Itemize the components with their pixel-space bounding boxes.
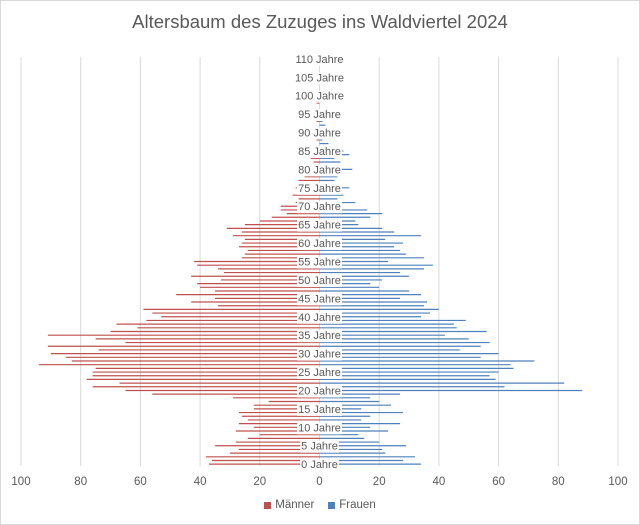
legend-swatch-frauen	[328, 501, 336, 509]
x-tick-label: 20	[373, 476, 386, 488]
legend-swatch-maenner	[264, 501, 272, 509]
category-label-bg	[297, 330, 342, 343]
x-tick-label: 40	[194, 476, 207, 488]
x-tick-label: 80	[552, 476, 565, 488]
legend-label-frauen: Frauen	[339, 499, 376, 511]
category-label-bg	[297, 201, 342, 214]
category-label-bg	[297, 164, 342, 177]
population-pyramid-chart: 100 80 60 40 20 0 20 40 60 80 100 0 Jahre 5 Jahre 10 …	[11, 53, 628, 488]
category-label: 110 Jahre	[295, 54, 343, 66]
category-label-bg	[294, 72, 345, 85]
legend-item-maenner: Männer	[264, 499, 314, 511]
category-label: 100 Jahre	[295, 91, 344, 103]
category-label-bg	[297, 422, 342, 435]
legend: Männer Frauen	[1, 499, 639, 511]
category-label-bg	[297, 385, 342, 398]
category-label-bg	[297, 311, 342, 324]
category-label: 10 Jahre	[298, 422, 341, 434]
category-label-bg	[297, 274, 342, 287]
x-tick-label: 20	[253, 476, 266, 488]
category-label-bg	[297, 109, 342, 122]
category-label: 75 Jahre	[298, 183, 341, 195]
category-label: 15 Jahre	[298, 404, 341, 416]
category-label-bg	[297, 127, 342, 140]
x-tick-label: 0	[316, 476, 322, 488]
category-label: 80 Jahre	[298, 164, 341, 176]
category-label: 5 Jahre	[301, 441, 338, 453]
category-label-bg	[297, 348, 342, 361]
category-label: 30 Jahre	[298, 349, 341, 361]
category-label-bg	[297, 293, 342, 306]
category-label: 65 Jahre	[298, 220, 341, 232]
category-label-bg	[297, 256, 342, 269]
category-label: 50 Jahre	[298, 275, 341, 287]
category-label-bg	[294, 53, 345, 66]
category-label: 55 Jahre	[298, 257, 341, 269]
category-label: 25 Jahre	[298, 367, 341, 379]
category-label-bg	[300, 459, 339, 472]
category-label-bg	[297, 367, 342, 380]
category-label-bg	[297, 145, 342, 158]
category-label: 45 Jahre	[298, 293, 341, 305]
category-label: 90 Jahre	[298, 128, 341, 140]
category-label: 40 Jahre	[298, 312, 341, 324]
legend-item-frauen: Frauen	[328, 499, 376, 511]
category-label: 85 Jahre	[298, 146, 341, 158]
category-label-bg	[297, 403, 342, 416]
category-label: 35 Jahre	[298, 330, 341, 342]
x-tick-label: 60	[492, 476, 505, 488]
category-label-bg	[297, 219, 342, 232]
x-tick-label: 40	[433, 476, 446, 488]
x-tick-label: 60	[134, 476, 147, 488]
x-tick-label: 100	[608, 476, 627, 488]
x-tick-label: 80	[74, 476, 87, 488]
category-label: 95 Jahre	[298, 109, 341, 121]
category-label-bg	[300, 440, 339, 453]
category-label-bg	[294, 90, 345, 103]
category-label-bg	[297, 238, 342, 251]
category-label: 70 Jahre	[298, 201, 341, 213]
chart-title: Altersbaum des Zuzuges ins Waldviertel 2…	[132, 11, 508, 32]
category-label-bg	[297, 182, 342, 195]
legend-label-maenner: Männer	[275, 499, 315, 511]
x-tick-label: 100	[11, 476, 30, 488]
category-label: 105 Jahre	[295, 72, 344, 84]
category-label: 20 Jahre	[298, 385, 341, 397]
category-label: 60 Jahre	[298, 238, 341, 250]
category-label: 0 Jahre	[301, 459, 338, 471]
